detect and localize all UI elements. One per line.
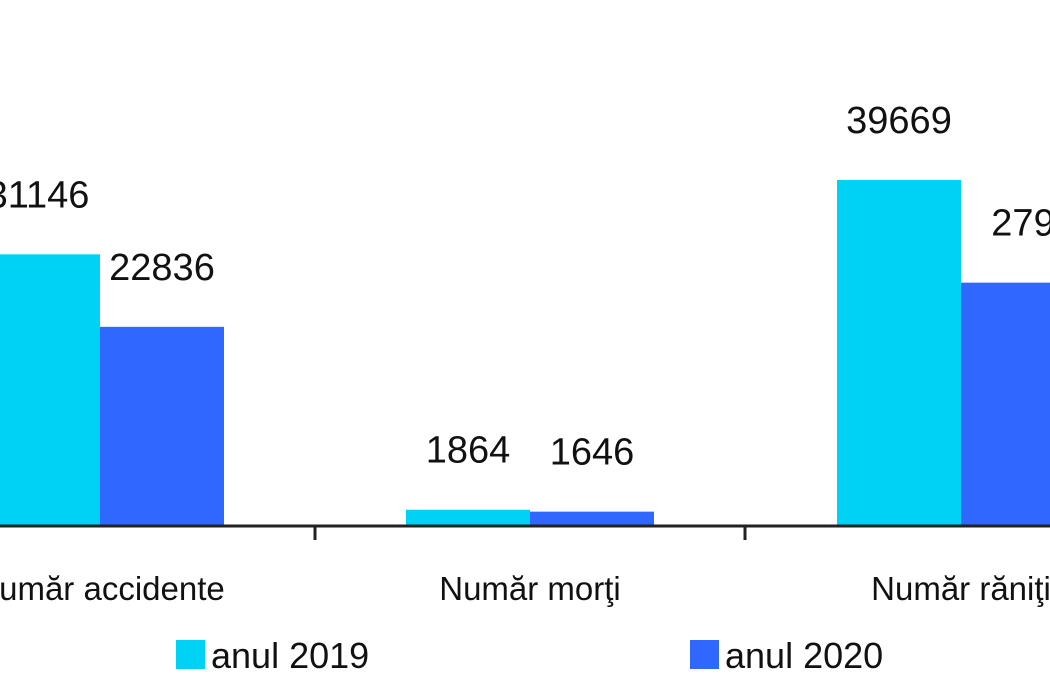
legend-label-2019: anul 2019 xyxy=(211,635,369,676)
bars-layer xyxy=(0,180,1050,526)
legend-label-2020: anul 2020 xyxy=(725,635,883,676)
category-label-numar-raniti: Număr răniţi xyxy=(871,570,1050,607)
category-label-numar-morti: Număr morţi xyxy=(439,570,621,607)
category-labels: Număr accidente Număr morţi Număr răniţi xyxy=(0,570,1050,607)
data-label-numar-morti-anul-2019: 1864 xyxy=(426,430,511,472)
legend-swatch-2019 xyxy=(176,640,205,669)
x-axis-ticks xyxy=(313,526,747,540)
bar-numar-accidente-anul-2019 xyxy=(0,254,100,526)
data-label-numar-raniti-anul-2020: 279 xyxy=(991,203,1050,245)
bar-numar-morti-anul-2019 xyxy=(406,509,530,526)
category-label-numar-accidente: Număr accidente xyxy=(0,570,225,607)
data-label-numar-accidente-anul-2020: 22836 xyxy=(109,247,215,289)
data-labels-layer: 31146 22836 1864 1646 39669 279 xyxy=(0,100,1050,474)
data-label-numar-raniti-anul-2019: 39669 xyxy=(846,100,952,142)
bar-numar-raniti-anul-2020 xyxy=(961,282,1050,526)
data-label-numar-morti-anul-2020: 1646 xyxy=(550,432,635,474)
legend: anul 2019 anul 2020 xyxy=(176,635,883,676)
bar-numar-accidente-anul-2020 xyxy=(100,326,224,526)
legend-swatch-2020 xyxy=(690,640,719,669)
data-label-numar-accidente-anul-2019: 31146 xyxy=(0,174,89,216)
bar-numar-raniti-anul-2019 xyxy=(837,180,961,526)
bar-numar-morti-anul-2020 xyxy=(530,511,654,526)
